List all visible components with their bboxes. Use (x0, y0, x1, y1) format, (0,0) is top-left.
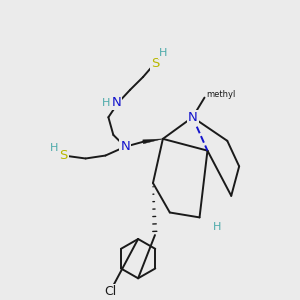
Text: N: N (120, 140, 130, 153)
Text: S: S (60, 149, 68, 162)
Text: methyl: methyl (206, 90, 236, 99)
Text: H: H (102, 98, 111, 107)
Polygon shape (143, 139, 163, 144)
Text: H: H (50, 143, 58, 153)
Text: S: S (151, 57, 159, 70)
Text: N: N (111, 96, 121, 109)
Text: H: H (213, 222, 222, 232)
Text: H: H (159, 48, 167, 59)
Text: N: N (188, 111, 197, 124)
Text: Cl: Cl (104, 285, 116, 298)
